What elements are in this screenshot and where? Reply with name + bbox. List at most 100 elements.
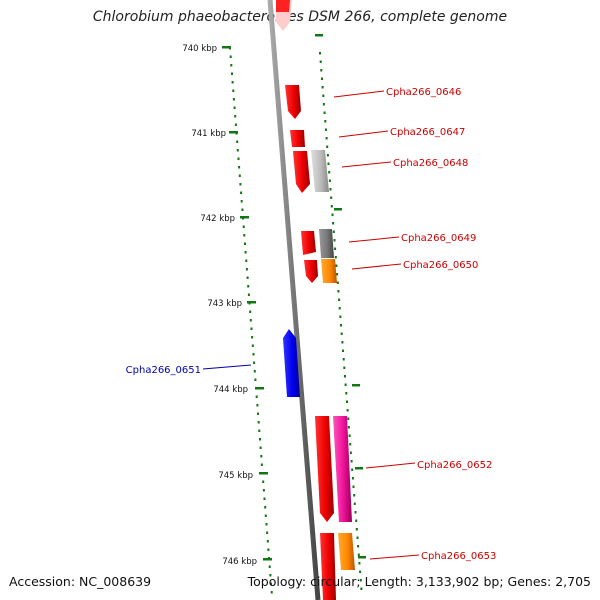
minor-tick: [349, 443, 352, 446]
minor-tick: [259, 446, 262, 449]
gene-cpha266-0646[interactable]: [285, 85, 301, 119]
minor-tick: [251, 336, 254, 339]
minor-tick: [234, 115, 237, 118]
minor-tick: [329, 188, 332, 191]
minor-tick: [340, 332, 343, 335]
gene-cpha266-0651[interactable]: [283, 329, 300, 397]
gene-cpha266-0647[interactable]: [290, 130, 305, 147]
minor-tick: [351, 468, 354, 471]
minor-tick: [236, 149, 239, 152]
minor-tick: [355, 519, 358, 522]
gene-cpha266-0648-neighbor: [311, 150, 329, 192]
minor-tick: [322, 94, 325, 97]
minor-tick: [234, 123, 237, 126]
gene-cpha266-0650-neighbor: [321, 259, 337, 283]
minor-tick: [266, 540, 269, 543]
minor-tick: [344, 375, 346, 378]
minor-tick: [337, 290, 340, 293]
tick-mark: [255, 387, 264, 390]
tick-label: 740 kbp: [182, 44, 217, 54]
label-line: [351, 263, 402, 270]
minor-tick: [264, 514, 267, 517]
label-line: [202, 364, 252, 370]
minor-tick: [239, 183, 242, 186]
minor-tick: [334, 247, 337, 250]
gene-cpha266-0649[interactable]: [301, 231, 316, 255]
tick-track-right-major: [315, 34, 366, 559]
minor-tick: [358, 562, 361, 565]
gene-label[interactable]: Cpha266_0647: [390, 127, 465, 138]
minor-tick: [352, 485, 355, 488]
minor-tick: [229, 55, 232, 58]
minor-tick: [244, 251, 247, 254]
gene-label[interactable]: Cpha266_0646: [386, 87, 461, 98]
minor-tick: [356, 536, 359, 539]
minor-tick: [231, 72, 233, 75]
minor-tick: [325, 137, 328, 140]
minor-tick: [245, 259, 248, 262]
minor-tick: [340, 324, 342, 327]
minor-tick: [252, 353, 255, 356]
minor-tick: [336, 273, 339, 276]
minor-tick: [345, 392, 348, 395]
minor-tick: [321, 86, 324, 89]
minor-tick: [324, 120, 327, 123]
gene-cpha266-0653[interactable]: [320, 533, 336, 600]
genome-backbone: [267, 0, 321, 600]
minor-tick: [354, 511, 357, 514]
minor-tick: [346, 409, 349, 412]
gene-label[interactable]: Cpha266_0648: [393, 158, 468, 169]
minor-tick: [230, 64, 233, 67]
minor-tick: [270, 591, 273, 594]
minor-tick: [338, 298, 341, 301]
label-line: [365, 462, 416, 469]
minor-tick: [339, 315, 342, 318]
genome-summary: Topology: circular; Length: 3,133,902 bp…: [247, 574, 591, 589]
minor-tick: [240, 191, 243, 194]
minor-tick: [259, 438, 261, 441]
minor-tick: [262, 480, 265, 483]
minor-tick: [328, 179, 331, 182]
minor-tick: [320, 69, 323, 72]
minor-tick: [257, 421, 260, 424]
gene-label[interactable]: Cpha266_0651: [126, 365, 201, 376]
minor-tick: [268, 565, 271, 568]
accession-text: Accession: NC_008639: [9, 574, 152, 589]
minor-tick: [327, 162, 330, 165]
gene-label[interactable]: Cpha266_0652: [417, 460, 492, 471]
minor-tick: [242, 225, 245, 228]
minor-tick: [247, 293, 250, 296]
minor-tick: [249, 319, 252, 322]
minor-tick: [232, 98, 235, 101]
gene-cpha266-0650[interactable]: [304, 260, 318, 283]
gene-label[interactable]: Cpha266_0649: [401, 233, 476, 244]
minor-tick: [322, 103, 325, 106]
minor-tick: [342, 349, 344, 352]
minor-tick: [328, 171, 331, 174]
label-line: [348, 236, 400, 243]
minor-tick: [319, 60, 322, 63]
minor-tick: [266, 531, 269, 534]
minor-tick: [357, 545, 360, 548]
minor-tick: [350, 460, 353, 463]
gene-cpha266-0652[interactable]: [315, 416, 334, 522]
minor-tick: [267, 548, 270, 551]
minor-tick: [240, 200, 243, 203]
minor-tick: [357, 553, 360, 556]
gene-cpha266-0652-neighbor: [333, 416, 352, 522]
minor-tick: [321, 77, 323, 80]
tick-label: 741 kbp: [191, 129, 226, 139]
minor-tick: [359, 570, 362, 573]
tick-label: 742 kbp: [200, 214, 235, 224]
minor-tick: [249, 310, 252, 313]
minor-tick: [260, 455, 263, 458]
gene-cpha266-0648[interactable]: [293, 151, 310, 193]
label-line: [333, 90, 385, 98]
gene-label[interactable]: Cpha266_0650: [403, 260, 478, 271]
minor-tick: [334, 256, 337, 259]
gene-label[interactable]: Cpha266_0653: [421, 551, 496, 562]
tick-mark: [229, 131, 238, 134]
minor-tick: [233, 106, 236, 109]
minor-tick: [330, 205, 333, 208]
minor-tick: [319, 52, 321, 55]
